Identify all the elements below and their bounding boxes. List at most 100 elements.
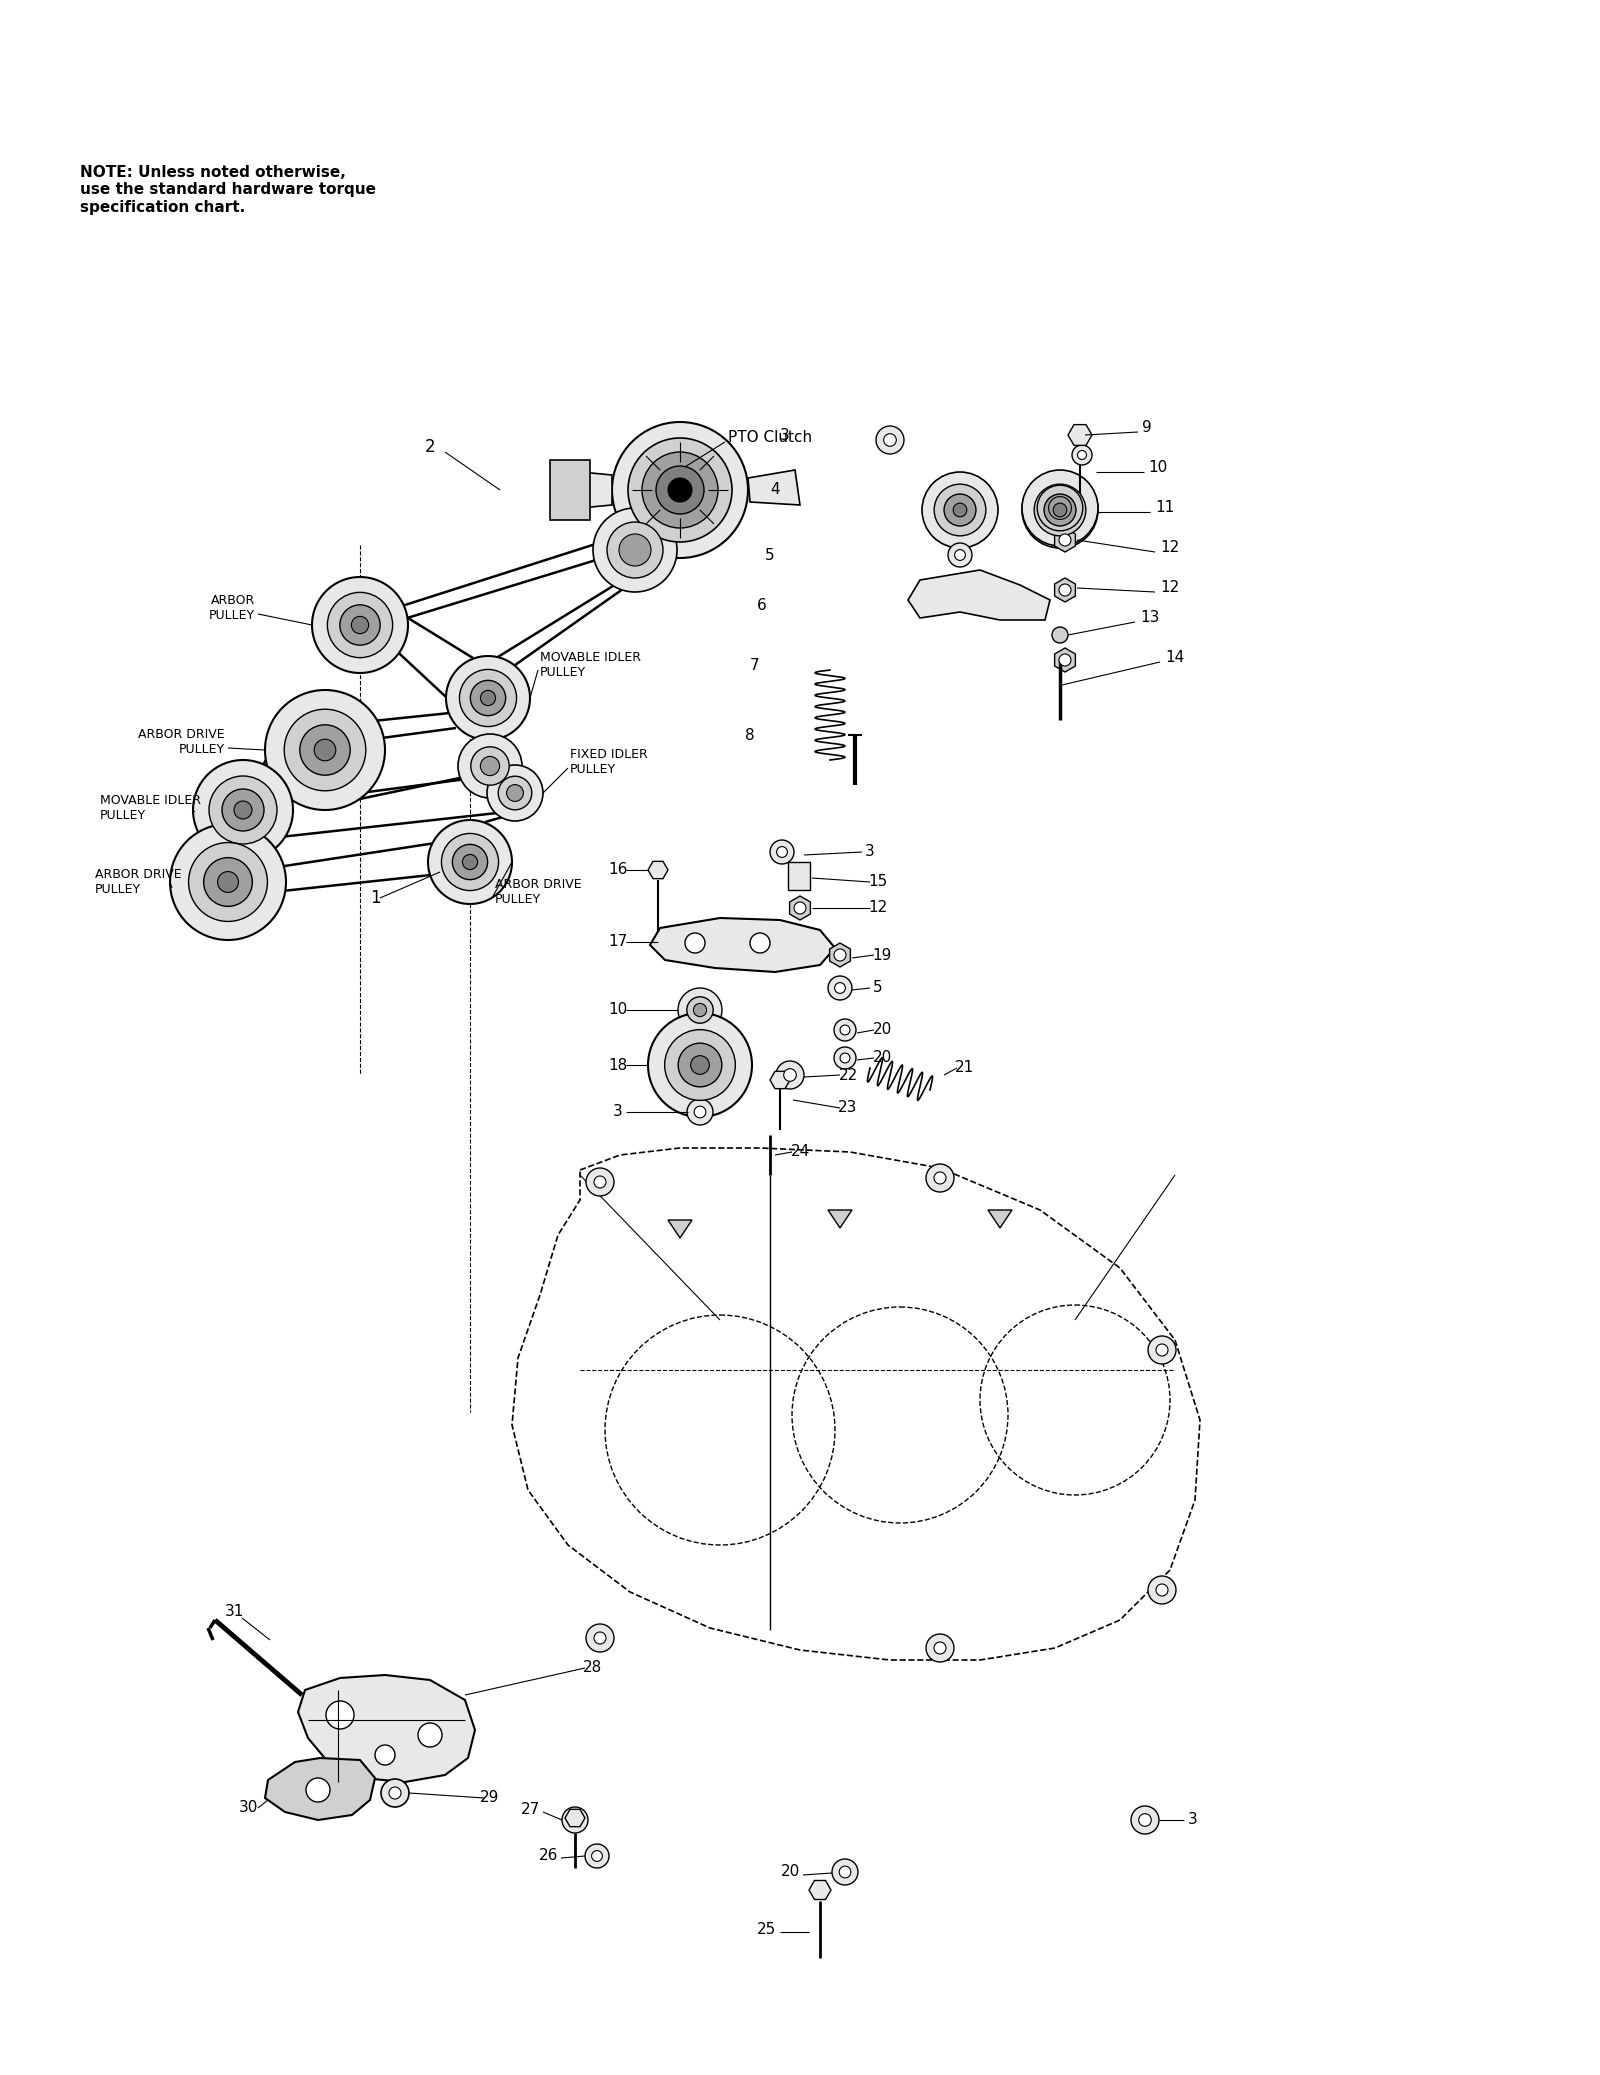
Circle shape xyxy=(664,1029,736,1100)
Circle shape xyxy=(877,425,904,454)
Circle shape xyxy=(656,467,704,515)
Circle shape xyxy=(922,471,998,548)
Text: 9: 9 xyxy=(1142,421,1152,436)
Circle shape xyxy=(627,438,733,542)
Circle shape xyxy=(926,1633,954,1662)
Circle shape xyxy=(194,759,293,859)
Circle shape xyxy=(776,1060,805,1089)
Circle shape xyxy=(834,1019,856,1042)
Circle shape xyxy=(776,847,787,857)
Text: 4: 4 xyxy=(770,483,779,498)
Text: 14: 14 xyxy=(1165,649,1184,666)
Text: 3: 3 xyxy=(1187,1811,1198,1828)
Circle shape xyxy=(498,776,531,809)
Text: 3: 3 xyxy=(781,427,790,442)
Circle shape xyxy=(883,434,896,446)
Text: 10: 10 xyxy=(1149,461,1168,475)
Text: 25: 25 xyxy=(757,1924,776,1938)
Circle shape xyxy=(594,1177,606,1189)
Circle shape xyxy=(218,872,238,892)
Polygon shape xyxy=(298,1675,475,1782)
Circle shape xyxy=(453,845,488,880)
Circle shape xyxy=(1037,486,1083,531)
Text: 12: 12 xyxy=(1160,540,1179,556)
Text: 21: 21 xyxy=(955,1060,974,1075)
Circle shape xyxy=(1053,502,1067,517)
Circle shape xyxy=(947,544,973,566)
Circle shape xyxy=(838,1865,851,1878)
Circle shape xyxy=(234,801,253,820)
Circle shape xyxy=(328,591,392,658)
Text: 19: 19 xyxy=(872,948,891,963)
Text: 3: 3 xyxy=(613,1104,622,1120)
Polygon shape xyxy=(790,896,810,919)
Circle shape xyxy=(592,1851,602,1861)
Circle shape xyxy=(619,533,651,566)
Polygon shape xyxy=(770,1071,790,1089)
Circle shape xyxy=(750,934,770,952)
Circle shape xyxy=(170,824,286,940)
Circle shape xyxy=(312,577,408,672)
Circle shape xyxy=(480,691,496,706)
Circle shape xyxy=(954,502,966,517)
Text: 28: 28 xyxy=(584,1660,603,1675)
Circle shape xyxy=(429,820,512,905)
Text: 26: 26 xyxy=(539,1849,558,1863)
Polygon shape xyxy=(560,471,611,510)
Polygon shape xyxy=(669,1220,691,1239)
Circle shape xyxy=(486,766,542,822)
Circle shape xyxy=(1053,627,1069,643)
Text: 6: 6 xyxy=(757,598,766,612)
Circle shape xyxy=(686,1100,714,1125)
Circle shape xyxy=(1139,1814,1152,1826)
Text: 12: 12 xyxy=(869,901,888,915)
Text: 1: 1 xyxy=(370,888,381,907)
Circle shape xyxy=(1072,444,1091,465)
Text: 16: 16 xyxy=(608,863,627,878)
Circle shape xyxy=(1077,450,1086,459)
Circle shape xyxy=(446,656,530,741)
Circle shape xyxy=(1048,496,1072,519)
Polygon shape xyxy=(830,942,850,967)
Circle shape xyxy=(832,1859,858,1884)
Circle shape xyxy=(470,747,509,784)
Circle shape xyxy=(306,1778,330,1801)
Polygon shape xyxy=(550,461,590,521)
Circle shape xyxy=(222,788,264,830)
Polygon shape xyxy=(565,1809,586,1826)
Circle shape xyxy=(339,604,381,645)
Polygon shape xyxy=(648,861,669,878)
Circle shape xyxy=(189,842,267,921)
Circle shape xyxy=(669,477,691,502)
Polygon shape xyxy=(829,1210,851,1228)
Circle shape xyxy=(794,903,806,913)
Circle shape xyxy=(442,834,499,890)
Circle shape xyxy=(642,452,718,527)
Circle shape xyxy=(594,1633,606,1643)
Polygon shape xyxy=(787,861,810,890)
Circle shape xyxy=(586,1168,614,1195)
Circle shape xyxy=(678,1044,722,1087)
Circle shape xyxy=(1155,1345,1168,1355)
Circle shape xyxy=(611,421,749,558)
Circle shape xyxy=(926,1164,954,1191)
Circle shape xyxy=(934,1641,946,1654)
Circle shape xyxy=(594,508,677,591)
Text: 5: 5 xyxy=(874,981,883,996)
Polygon shape xyxy=(909,571,1050,620)
Circle shape xyxy=(1059,533,1070,546)
Circle shape xyxy=(934,1172,946,1185)
Polygon shape xyxy=(1054,527,1075,552)
Circle shape xyxy=(285,710,366,791)
Text: 10: 10 xyxy=(608,1002,627,1017)
Text: 31: 31 xyxy=(226,1604,245,1619)
Circle shape xyxy=(374,1745,395,1766)
Text: 20: 20 xyxy=(781,1865,800,1880)
Circle shape xyxy=(1045,494,1075,525)
Circle shape xyxy=(381,1778,410,1807)
Circle shape xyxy=(1149,1577,1176,1604)
Circle shape xyxy=(389,1787,402,1799)
Text: 20: 20 xyxy=(872,1023,891,1038)
Text: 12: 12 xyxy=(1160,581,1179,596)
Text: 18: 18 xyxy=(608,1058,627,1073)
